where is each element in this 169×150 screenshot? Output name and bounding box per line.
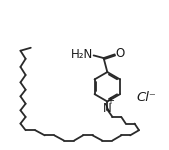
Text: O: O: [116, 47, 125, 60]
Text: Cl⁻: Cl⁻: [136, 91, 156, 104]
Text: N: N: [103, 102, 112, 115]
Text: +: +: [106, 96, 114, 106]
Text: H₂N: H₂N: [71, 48, 93, 62]
